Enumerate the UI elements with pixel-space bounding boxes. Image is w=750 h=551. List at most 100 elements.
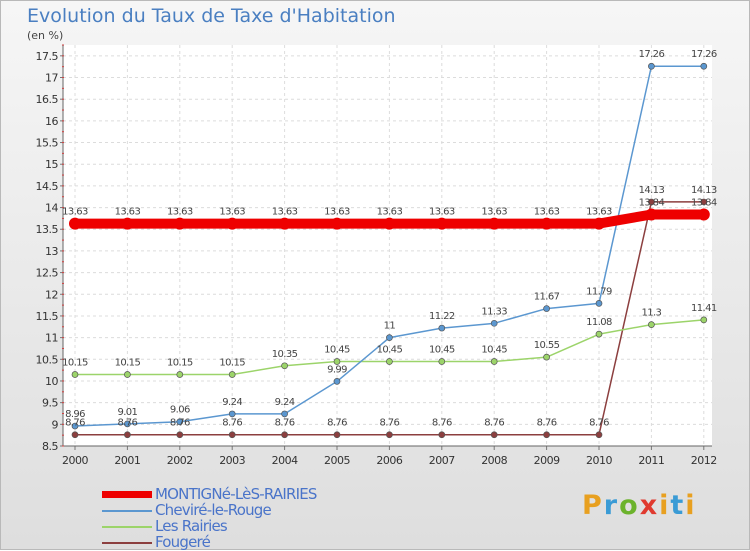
- data-label: 13.84: [639, 198, 665, 209]
- data-label: 13.63: [272, 207, 298, 218]
- legend-label: Cheviré-le-Rouge: [155, 501, 272, 519]
- data-point: [543, 353, 550, 361]
- data-point: [700, 316, 708, 324]
- data-label: 13.84: [691, 198, 717, 209]
- legend-label: Les Rairies: [155, 517, 228, 535]
- y-tick-label: 17: [45, 72, 58, 85]
- logo-letter: x: [639, 490, 660, 521]
- y-tick-label: 8.5: [42, 440, 58, 453]
- legend-label: MONTIGNé-LèS-RAIRIES: [155, 485, 317, 503]
- data-point: [488, 217, 501, 230]
- data-point: [648, 198, 655, 206]
- logo-letter: i: [659, 490, 671, 521]
- y-tick-label: 11: [45, 332, 58, 345]
- data-point: [281, 362, 288, 370]
- data-point: [540, 217, 553, 230]
- data-point: [121, 217, 134, 230]
- data-point: [438, 358, 446, 365]
- data-point: [124, 420, 131, 428]
- data-label: 13.63: [219, 207, 245, 218]
- data-point: [648, 321, 655, 328]
- y-tick-label: 13.5: [36, 223, 59, 236]
- y-tick-label: 17.5: [36, 50, 59, 63]
- data-label: 13.63: [167, 207, 193, 218]
- logo-letter: r: [603, 490, 620, 521]
- data-point: [543, 305, 550, 312]
- data-label: 11.08: [586, 317, 612, 328]
- x-tick-label: 2002: [167, 454, 193, 467]
- logo-letter: t: [670, 490, 686, 521]
- data-label: 17.26: [691, 49, 717, 60]
- data-point: [386, 431, 393, 439]
- y-tick-label: 16.5: [36, 93, 59, 106]
- data-label: 11.3: [641, 308, 661, 319]
- data-label: 13.63: [115, 207, 141, 218]
- y-tick-label: 9.5: [42, 397, 58, 410]
- data-label: 8.76: [65, 418, 85, 429]
- data-point: [333, 431, 341, 439]
- data-point: [228, 371, 236, 378]
- data-label: 9.99: [327, 364, 347, 375]
- y-tick-label: 14: [45, 202, 58, 215]
- data-label: 17.26: [639, 49, 665, 60]
- legend-swatch: [102, 491, 152, 498]
- logo-letter: P: [582, 490, 604, 521]
- x-tick-label: 2003: [219, 454, 245, 467]
- data-label: 13.63: [586, 207, 612, 218]
- data-label: 9.01: [117, 407, 137, 418]
- data-point: [386, 358, 393, 365]
- y-tick-label: 12: [45, 288, 58, 301]
- data-point: [333, 358, 341, 365]
- data-point: [124, 371, 131, 378]
- data-point: [386, 334, 393, 341]
- data-point: [645, 208, 658, 221]
- data-point: [435, 217, 448, 230]
- data-label: 9.24: [275, 397, 295, 408]
- y-tick-label: 13: [45, 245, 58, 258]
- data-point: [176, 431, 184, 439]
- data-label: 10.15: [62, 357, 88, 368]
- data-point: [700, 62, 708, 70]
- data-label: 8.76: [432, 418, 452, 429]
- x-tick-label: 2004: [272, 454, 298, 467]
- y-tick-label: 16: [45, 115, 58, 128]
- data-label: 9.24: [222, 397, 242, 408]
- x-tick-label: 2006: [376, 454, 402, 467]
- data-point: [543, 431, 550, 439]
- data-label: 11: [384, 321, 396, 332]
- data-point: [228, 410, 236, 418]
- legend-swatch: [102, 510, 152, 512]
- data-point: [124, 431, 131, 439]
- data-label: 10.35: [272, 349, 298, 360]
- data-label: 10.15: [115, 357, 141, 368]
- data-label: 10.45: [324, 344, 350, 355]
- x-tick-label: 2005: [324, 454, 350, 467]
- data-point: [176, 418, 184, 426]
- data-point: [700, 198, 708, 206]
- data-point: [648, 62, 655, 70]
- data-label: 8.76: [589, 418, 609, 429]
- data-label: 13.63: [324, 207, 350, 218]
- data-point: [331, 217, 343, 230]
- x-tick-label: 2000: [62, 454, 88, 467]
- data-label: 10.45: [429, 344, 455, 355]
- data-label: 8.96: [65, 409, 85, 420]
- legend-swatch: [102, 526, 152, 528]
- data-point: [490, 358, 498, 365]
- chart-title: Evolution du Taux de Taxe d'Habitation: [27, 5, 396, 27]
- data-label: 8.76: [275, 418, 295, 429]
- y-tick-label: 11.5: [36, 310, 59, 323]
- data-point: [226, 217, 239, 230]
- data-label: 8.76: [222, 418, 242, 429]
- data-point: [173, 217, 186, 230]
- data-point: [71, 431, 79, 439]
- data-point: [438, 431, 446, 439]
- plot-area: [63, 45, 712, 446]
- data-label: 9.06: [170, 405, 190, 416]
- data-point: [71, 422, 79, 430]
- y-tick-label: 15.5: [36, 137, 59, 150]
- data-point: [595, 300, 603, 307]
- data-point: [278, 217, 291, 230]
- data-label: 8.76: [170, 418, 190, 429]
- data-label: 13.63: [429, 207, 455, 218]
